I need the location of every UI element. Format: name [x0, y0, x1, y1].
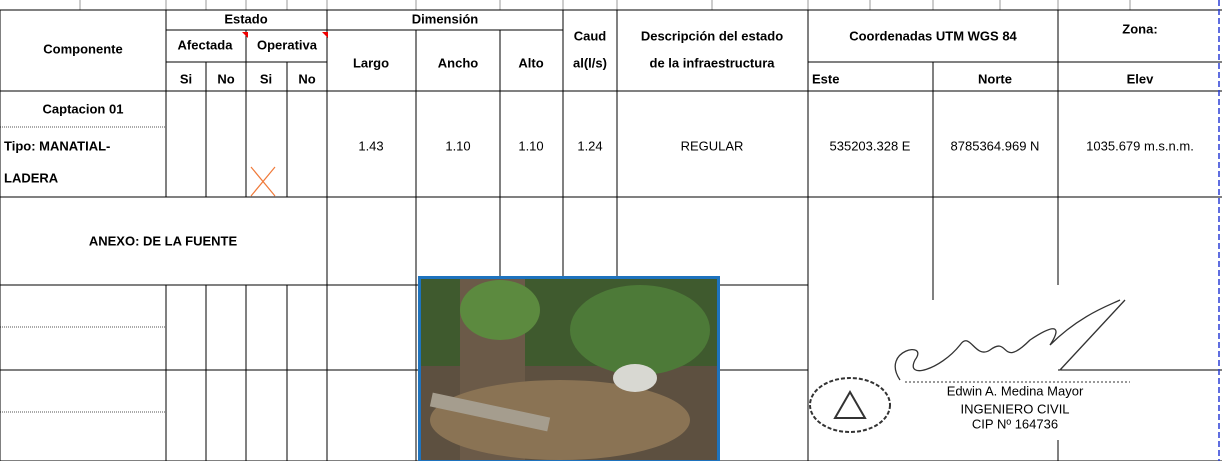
cell-text: 1035.679 m.s.n.m. — [1086, 138, 1194, 153]
cell-text: 1.10 — [445, 138, 470, 153]
cell-text: Este — [812, 71, 839, 86]
cell-text: INGENIERO CIVIL — [960, 401, 1069, 416]
cell-text: 8785364.969 N — [951, 138, 1040, 153]
cell-text: Operativa — [257, 37, 318, 52]
stamp-logo — [833, 389, 867, 419]
cell-text: Edwin A. Medina Mayor — [947, 383, 1084, 398]
cell-text: Si — [180, 71, 192, 86]
foliage — [570, 285, 710, 375]
stamp-seal — [809, 377, 891, 433]
cell-text: Si — [260, 71, 272, 86]
cell-text: Zona: — [1122, 21, 1157, 36]
cell-text: Estado — [224, 11, 267, 26]
cell-text: CIP Nº 164736 — [972, 416, 1058, 431]
cell-text: de la infraestructura — [650, 55, 776, 70]
cell-text: al(l/s) — [573, 55, 607, 70]
cell-text: Tipo: MANATIAL- — [4, 138, 110, 153]
cell-text: Afectada — [178, 37, 234, 52]
cell-text: LADERA — [4, 170, 59, 185]
cell-text: Alto — [518, 55, 543, 70]
cell-text: Descripción del estado — [641, 28, 783, 43]
cell-text: Dimensión — [412, 11, 479, 26]
cell-text: Componente — [43, 41, 122, 56]
cell-text: Largo — [353, 55, 389, 70]
cell-text: No — [217, 71, 234, 86]
photo-border — [418, 276, 720, 461]
cell-text: Caud — [574, 28, 607, 43]
plank — [429, 392, 551, 432]
foliage — [460, 280, 540, 340]
cell-text: Elev — [1127, 71, 1155, 86]
cell-text: No — [298, 71, 315, 86]
cell-text: 1.24 — [577, 138, 602, 153]
cell-text: Ancho — [438, 55, 479, 70]
cell-text: Captacion 01 — [43, 101, 124, 116]
cell-text: Coordenadas UTM WGS 84 — [849, 28, 1017, 43]
cell-text: 535203.328 E — [830, 138, 911, 153]
cell-text: 1.10 — [518, 138, 543, 153]
mud — [430, 380, 690, 460]
cell-text: REGULAR — [681, 138, 744, 153]
cell-text: Norte — [978, 71, 1012, 86]
comment-marker — [322, 32, 328, 38]
signature-stroke — [1059, 299, 1126, 371]
stone — [613, 364, 657, 392]
cell-text: 1.43 — [358, 138, 383, 153]
cell-text: ANEXO: DE LA FUENTE — [89, 233, 238, 248]
comment-marker — [242, 32, 248, 38]
checkmark — [250, 166, 276, 197]
signature — [894, 299, 1121, 381]
photo — [418, 276, 720, 461]
